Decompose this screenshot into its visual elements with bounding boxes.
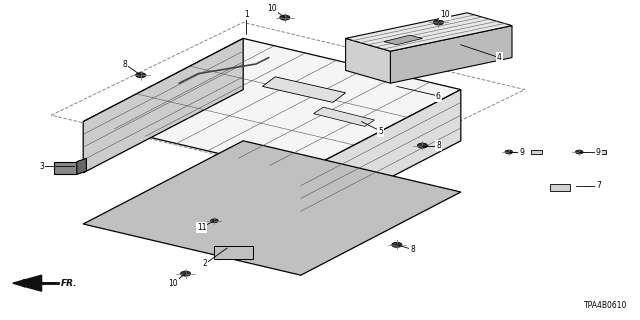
Text: 6: 6 <box>436 92 441 100</box>
Text: 10: 10 <box>440 10 450 19</box>
Polygon shape <box>83 38 243 173</box>
Polygon shape <box>301 90 461 224</box>
Polygon shape <box>214 246 253 259</box>
Text: 11: 11 <box>197 223 206 232</box>
Circle shape <box>575 150 583 154</box>
Text: FR.: FR. <box>61 279 77 288</box>
Text: 7: 7 <box>596 181 601 190</box>
Circle shape <box>433 20 444 25</box>
Circle shape <box>211 219 218 223</box>
Text: 9: 9 <box>596 148 601 156</box>
Polygon shape <box>531 150 542 154</box>
Text: 5: 5 <box>378 127 383 136</box>
Polygon shape <box>346 13 512 51</box>
Text: 8: 8 <box>122 60 127 68</box>
Polygon shape <box>595 150 606 154</box>
Polygon shape <box>346 38 390 83</box>
Text: 2: 2 <box>202 260 207 268</box>
Text: 10: 10 <box>168 279 178 288</box>
Text: TPA4B0610: TPA4B0610 <box>584 301 627 310</box>
Circle shape <box>417 143 428 148</box>
Text: 9: 9 <box>519 148 524 156</box>
Text: 8: 8 <box>410 245 415 254</box>
Polygon shape <box>262 77 346 102</box>
Circle shape <box>180 271 191 276</box>
Polygon shape <box>314 107 374 126</box>
Polygon shape <box>550 184 570 191</box>
Text: 8: 8 <box>436 141 441 150</box>
Circle shape <box>136 73 146 78</box>
Text: 10: 10 <box>267 4 277 12</box>
Circle shape <box>392 242 402 247</box>
Circle shape <box>505 150 513 154</box>
Text: 1: 1 <box>244 10 249 19</box>
Polygon shape <box>384 35 422 45</box>
Circle shape <box>280 15 290 20</box>
Text: 4: 4 <box>497 53 502 62</box>
Polygon shape <box>390 26 512 83</box>
Polygon shape <box>77 158 86 174</box>
Polygon shape <box>13 275 42 291</box>
Polygon shape <box>54 162 77 174</box>
Polygon shape <box>83 38 461 173</box>
Text: 3: 3 <box>39 162 44 171</box>
Polygon shape <box>83 141 461 275</box>
